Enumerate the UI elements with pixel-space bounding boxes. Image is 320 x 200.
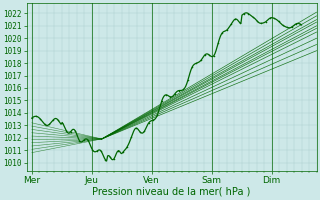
- X-axis label: Pression niveau de la mer( hPa ): Pression niveau de la mer( hPa ): [92, 187, 251, 197]
